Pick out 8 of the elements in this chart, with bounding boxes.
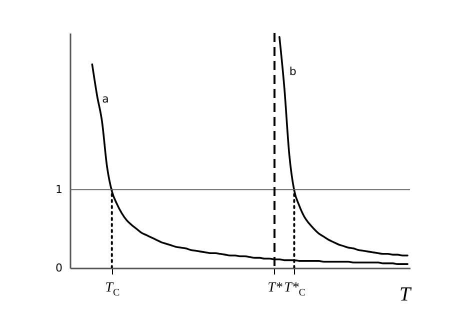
series-label: b xyxy=(289,64,296,78)
y-tick-label: 1 xyxy=(56,183,62,196)
x-axis-title: T xyxy=(399,284,412,306)
series-label: a xyxy=(102,92,109,106)
y-tick-label: 0 xyxy=(56,262,62,274)
x-tick-label: T$_{C}$ xyxy=(105,280,120,298)
x-tick-label: T* xyxy=(268,280,282,296)
x-tick-label: T*$_{C}$ xyxy=(284,280,306,298)
